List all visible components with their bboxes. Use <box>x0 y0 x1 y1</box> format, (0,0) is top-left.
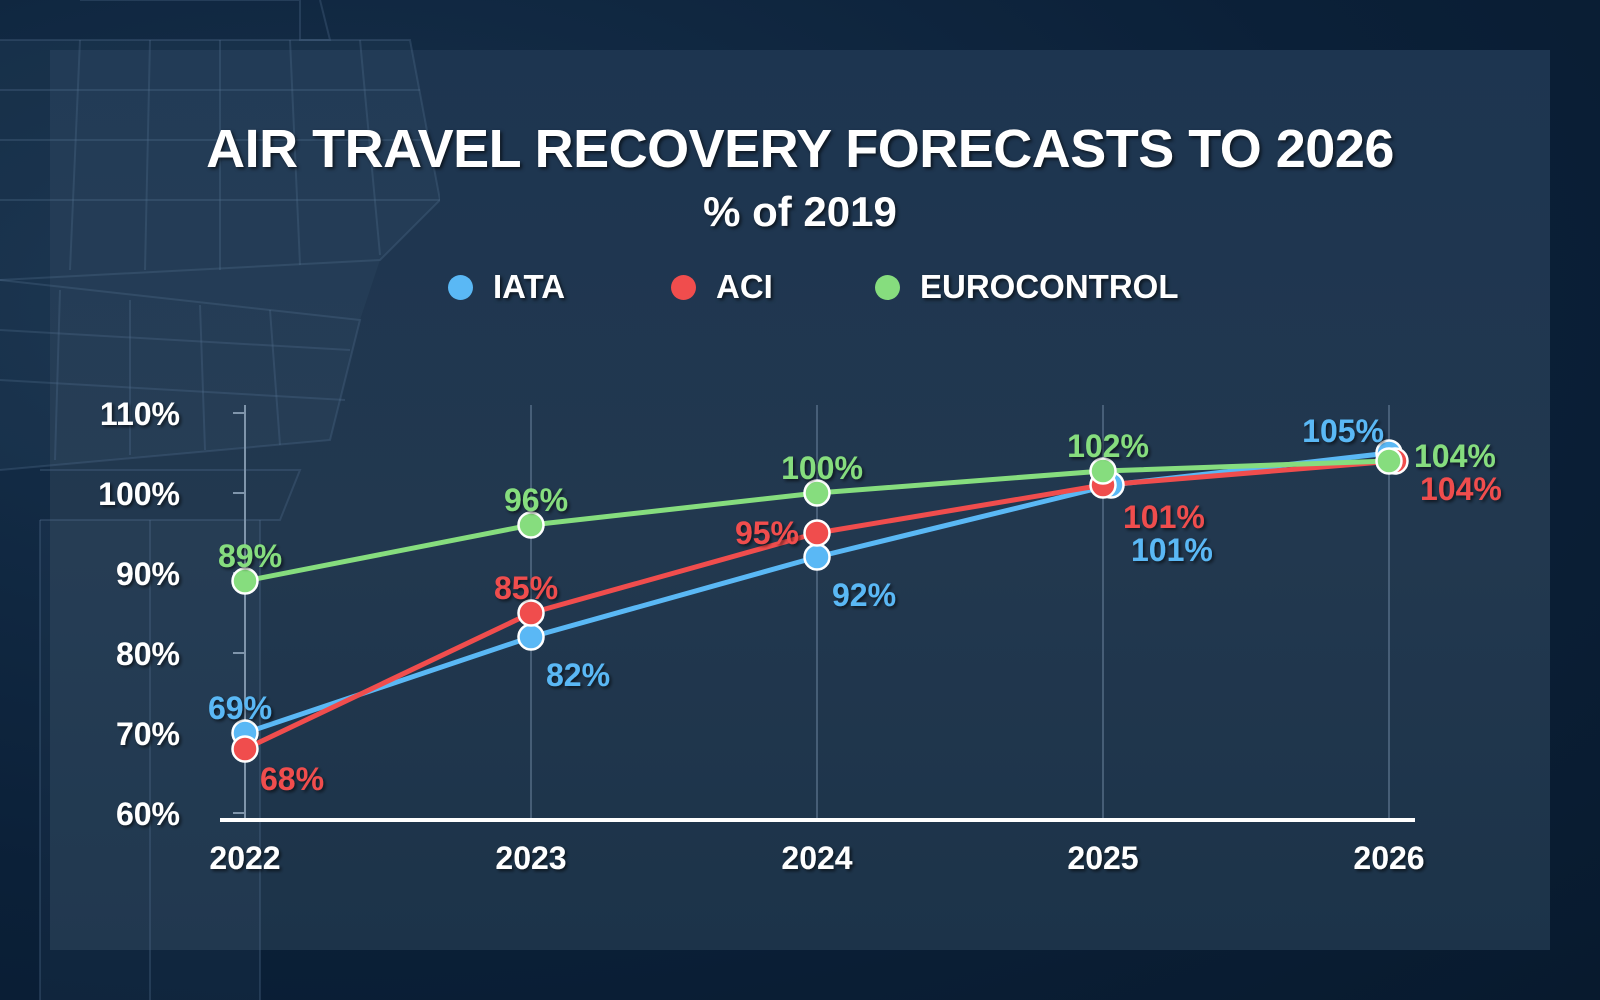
chart-subtitle: % of 2019 <box>703 188 897 235</box>
y-tick-label: 60% <box>116 796 180 832</box>
y-tick-label: 110% <box>100 396 180 432</box>
data-point-aci <box>803 519 831 547</box>
legend-item-iata: IATA <box>448 268 565 306</box>
legend-marker-aci <box>671 274 696 300</box>
legend-label-iata: IATA <box>493 268 566 305</box>
data-label-aci: 85% <box>494 570 558 606</box>
y-tick-label: 90% <box>116 556 180 592</box>
data-label-aci: 95% <box>735 515 799 551</box>
data-point-aci <box>231 735 259 763</box>
data-label-eurocontrol: 89% <box>218 538 282 574</box>
x-tick-label: 2026 <box>1353 840 1424 876</box>
data-labels: 69% 82% 92% 101% 105% 68% 85% 95% 101% 104% 89% 96%… <box>208 413 1502 797</box>
x-tick-label: 2025 <box>1067 840 1138 876</box>
data-points <box>231 439 1409 763</box>
legend-label-eurocontrol: EUROCONTROL <box>920 268 1179 305</box>
data-point-eurocontrol <box>231 567 259 595</box>
axes: 60% 70% 80% 90% 100% 110% 2022 2023 2024 2025 2026 <box>98 396 1424 876</box>
data-label-eurocontrol: 100% <box>781 450 863 486</box>
data-label-eurocontrol: 96% <box>504 482 568 518</box>
data-point-iata <box>803 543 831 571</box>
x-tick-label: 2024 <box>781 840 852 876</box>
data-point-aci <box>517 599 545 627</box>
data-label-iata: 82% <box>546 657 610 693</box>
legend-item-aci: ACI <box>671 268 773 306</box>
data-label-aci: 101% <box>1123 499 1205 535</box>
legend-item-eurocontrol: EUROCONTROL <box>875 268 1179 306</box>
x-tick-label: 2022 <box>209 840 280 876</box>
data-point-eurocontrol <box>517 511 545 539</box>
data-point-iata <box>517 623 545 651</box>
legend-label-aci: ACI <box>716 268 773 305</box>
data-label-iata: 101% <box>1131 532 1213 568</box>
chart-panel <box>50 50 1550 950</box>
data-label-eurocontrol: 102% <box>1067 428 1149 464</box>
legend-marker-iata <box>448 274 473 300</box>
x-tick-label: 2023 <box>495 840 566 876</box>
y-tick-label: 100% <box>98 476 180 512</box>
data-label-aci: 68% <box>260 761 324 797</box>
y-tick-label: 70% <box>116 716 180 752</box>
legend-marker-eurocontrol <box>875 274 900 300</box>
y-tick-label: 80% <box>116 636 180 672</box>
control-tower-watermark <box>0 0 440 1000</box>
data-label-iata: 92% <box>832 577 896 613</box>
data-label-eurocontrol: 104% <box>1414 438 1496 474</box>
data-label-iata: 69% <box>208 690 272 726</box>
data-point-eurocontrol <box>1375 447 1403 475</box>
data-label-aci: 104% <box>1420 471 1502 507</box>
chart-legend: IATA ACI EUROCONTROL <box>0 268 1600 312</box>
data-label-iata: 105% <box>1302 413 1384 449</box>
data-point-eurocontrol <box>803 479 831 507</box>
data-point-eurocontrol <box>1089 457 1117 485</box>
chart-title: AIR TRAVEL RECOVERY FORECASTS TO 2026 <box>206 119 1394 179</box>
